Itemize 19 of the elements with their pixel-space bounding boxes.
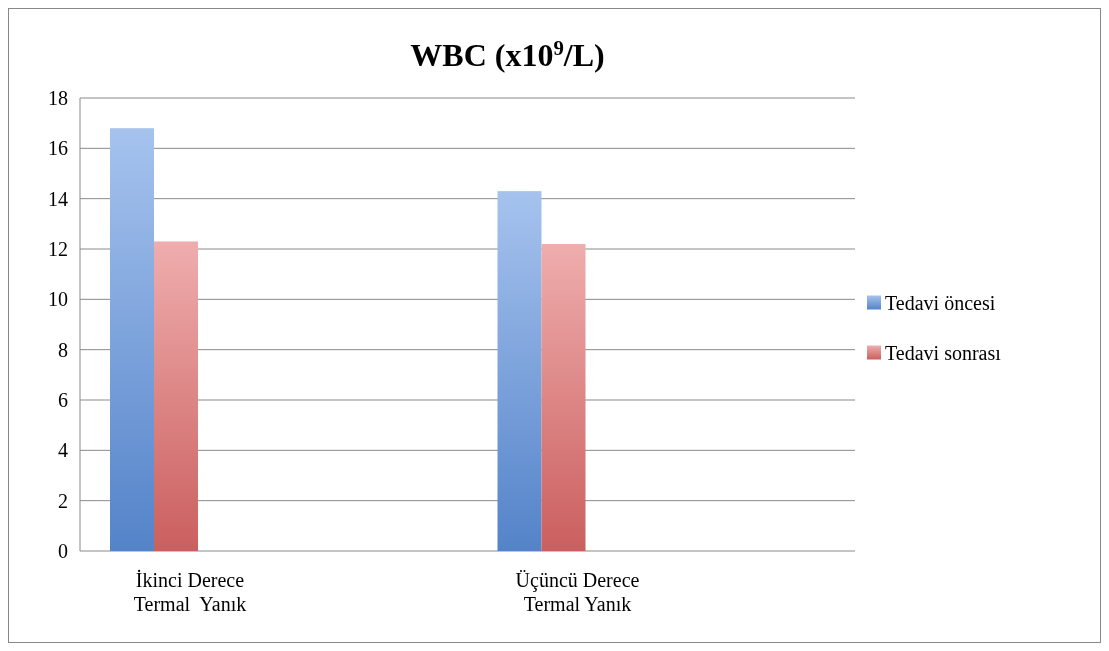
bar xyxy=(154,241,198,551)
y-tick-label: 14 xyxy=(48,187,68,210)
bar xyxy=(110,128,154,551)
y-tick-label: 4 xyxy=(58,439,68,462)
x-tick-label: Üçüncü Derece Termal Yanık xyxy=(515,569,640,615)
legend-label: Tedavi sonrası xyxy=(885,341,1002,364)
y-tick-label: 2 xyxy=(58,489,68,512)
legend-label: Tedavi öncesi xyxy=(885,291,996,314)
bar xyxy=(541,243,586,551)
y-tick-label: 18 xyxy=(48,87,68,109)
y-tick-label: 10 xyxy=(48,288,68,311)
y-tick-label: 0 xyxy=(58,540,68,562)
chart-title: WBC (x10$^{9}$/L) xyxy=(410,35,605,73)
y-tick-label: 12 xyxy=(48,238,68,260)
y-tick-label: 16 xyxy=(48,137,68,160)
x-tick-label: İkinci Derece Termal Yanık xyxy=(133,569,247,615)
y-tick-label: 8 xyxy=(58,338,68,361)
bar xyxy=(497,191,542,551)
y-tick-label: 6 xyxy=(58,389,68,411)
